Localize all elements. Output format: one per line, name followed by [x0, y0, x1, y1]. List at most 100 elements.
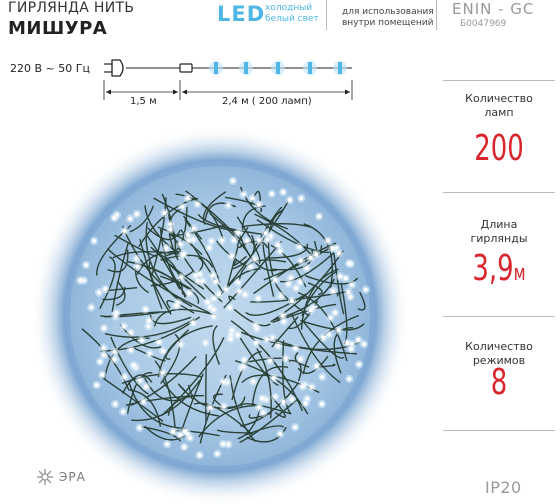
led-bulb	[242, 357, 247, 362]
led-bulb	[102, 326, 107, 331]
wire-strand	[107, 249, 129, 273]
wire-strand	[153, 308, 217, 327]
wire-strand	[115, 280, 126, 307]
wire-strand	[187, 384, 240, 409]
length-number: 3,9	[472, 248, 514, 289]
led-bulb	[128, 330, 133, 335]
led-bulb	[162, 210, 167, 216]
led-bulb	[229, 254, 234, 259]
wire-strand	[151, 197, 167, 276]
model-name: ENIN - GC	[452, 0, 535, 18]
led-bulb	[314, 252, 319, 257]
length-value: 3,9м	[459, 248, 540, 289]
modes-count-label: Количество режимов	[443, 340, 555, 368]
led-bulb	[114, 310, 119, 315]
wire-strand	[175, 193, 225, 242]
led-bulb	[191, 226, 196, 231]
led-bulb	[330, 246, 335, 251]
wire-strand	[177, 383, 194, 401]
led-bulb	[325, 238, 330, 243]
wire-strand	[150, 270, 194, 287]
wire-strand	[357, 291, 366, 311]
led-bulb	[221, 379, 226, 384]
led-bulb	[309, 385, 314, 390]
stats-divider-2	[443, 316, 555, 317]
led-bulb	[164, 246, 169, 251]
led-color-line1: холодный	[265, 3, 313, 13]
led-bulb	[185, 232, 191, 237]
led-bulb	[278, 293, 283, 299]
led-bulb	[287, 198, 292, 203]
led-bulb	[308, 308, 313, 313]
wire-strand	[289, 359, 302, 382]
wire-strand	[160, 333, 181, 385]
led-bulb	[293, 346, 298, 351]
led-bulb	[293, 425, 298, 430]
wire-strand	[160, 254, 214, 268]
led-bulb	[268, 233, 273, 239]
led-bulb	[273, 394, 278, 399]
led-bulb	[297, 244, 302, 249]
led-bulb	[361, 342, 367, 347]
wire-strand	[294, 352, 310, 368]
led-bulb	[276, 343, 281, 348]
led-bulb	[283, 356, 288, 361]
stats-divider-3	[443, 430, 555, 431]
led-bulb	[280, 313, 285, 318]
wire-strand	[133, 347, 166, 362]
wire-strand	[239, 337, 279, 387]
wire-strand	[150, 246, 206, 300]
article-number: Б0047969	[460, 19, 507, 29]
led-bulb	[112, 215, 117, 221]
wire-strand	[165, 329, 190, 360]
led-bulb	[121, 409, 126, 414]
ip-rating: IP20	[485, 478, 522, 497]
wire-strand	[271, 316, 299, 348]
led-bulb	[134, 256, 139, 261]
led-bulb	[128, 347, 133, 353]
led-bulb	[356, 337, 361, 342]
wire-strand	[185, 190, 246, 245]
wire-strand	[111, 242, 129, 313]
wire-strand	[262, 244, 275, 297]
led-bulb	[281, 190, 286, 195]
wire-strand	[307, 282, 323, 296]
led-bulb	[100, 372, 105, 377]
led-bulb	[241, 364, 246, 369]
led-bulb	[137, 425, 142, 430]
led-bulb	[257, 405, 262, 410]
wire-strand	[305, 275, 359, 285]
product-title-line1: ГИРЛЯНДА НИТЬ	[8, 0, 135, 16]
led-bulb	[131, 363, 136, 368]
led-bulb	[205, 300, 210, 305]
wire-strand	[197, 213, 265, 236]
led-bulb	[213, 279, 218, 284]
wire-strand	[223, 240, 283, 309]
led-bulb	[160, 370, 165, 375]
led-bulb	[349, 346, 354, 352]
led-bulb	[331, 289, 336, 294]
led-bulb	[185, 195, 190, 201]
led-bulb	[256, 238, 261, 243]
led-bulb	[92, 238, 97, 243]
led-bulb	[101, 345, 106, 350]
wire-strand	[297, 355, 329, 375]
wire-strand	[128, 381, 187, 429]
led-bulb	[236, 230, 241, 235]
wire-strand	[147, 227, 181, 241]
led-bulb	[141, 399, 146, 404]
led-bulb	[328, 315, 333, 320]
led-bulb	[224, 287, 229, 292]
product-title-line2: МИШУРА	[8, 18, 108, 39]
wire-strand	[146, 234, 181, 290]
led-bulb	[197, 453, 202, 458]
led-logo: LED	[217, 2, 266, 26]
led-bulb	[112, 357, 117, 362]
led-bulb	[174, 303, 179, 308]
led-bulb	[187, 291, 192, 296]
stats-divider-top	[443, 80, 555, 81]
led-bulb	[182, 429, 187, 434]
led-bulb	[122, 374, 127, 379]
modes-count-label-2: режимов	[472, 354, 526, 367]
wire-strand	[290, 313, 341, 384]
